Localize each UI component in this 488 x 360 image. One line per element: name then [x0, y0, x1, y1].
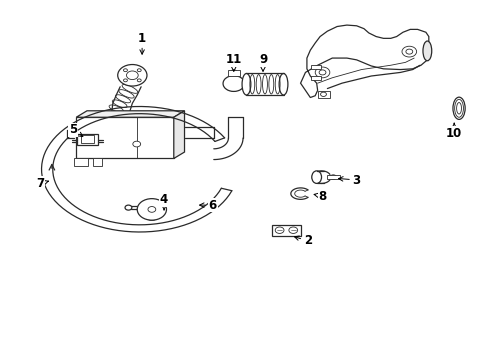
Ellipse shape: [143, 202, 160, 220]
Circle shape: [137, 79, 141, 82]
Bar: [76, 117, 173, 158]
Circle shape: [118, 64, 147, 86]
Text: 7: 7: [37, 177, 48, 190]
Circle shape: [137, 69, 141, 72]
Text: 2: 2: [294, 234, 311, 247]
Circle shape: [148, 207, 156, 212]
Circle shape: [319, 70, 325, 75]
Bar: [272, 225, 300, 235]
Ellipse shape: [242, 73, 250, 95]
Text: 8: 8: [313, 190, 326, 203]
Ellipse shape: [145, 203, 158, 217]
Bar: [310, 76, 320, 80]
Text: 10: 10: [445, 123, 461, 140]
Bar: [74, 158, 88, 166]
Polygon shape: [76, 111, 184, 117]
Ellipse shape: [456, 103, 461, 114]
Circle shape: [125, 205, 132, 210]
Polygon shape: [300, 25, 430, 98]
Text: 6: 6: [199, 199, 217, 212]
Text: 5: 5: [69, 123, 82, 136]
Circle shape: [315, 67, 329, 78]
Circle shape: [275, 227, 284, 233]
Ellipse shape: [422, 41, 431, 61]
Ellipse shape: [454, 99, 463, 117]
Ellipse shape: [144, 202, 159, 219]
Bar: [227, 70, 239, 76]
Circle shape: [123, 79, 127, 82]
Text: 9: 9: [258, 53, 266, 71]
Bar: [77, 134, 98, 145]
Polygon shape: [173, 111, 184, 158]
Circle shape: [405, 49, 412, 54]
Ellipse shape: [142, 201, 161, 220]
Circle shape: [133, 141, 141, 147]
Circle shape: [137, 199, 166, 220]
Circle shape: [401, 46, 416, 57]
Text: 3: 3: [338, 174, 360, 186]
Ellipse shape: [311, 171, 321, 183]
Circle shape: [126, 71, 138, 80]
Circle shape: [123, 69, 127, 72]
Bar: [327, 175, 339, 179]
Text: 4: 4: [160, 193, 168, 210]
Ellipse shape: [279, 73, 287, 95]
Bar: [310, 64, 320, 69]
Circle shape: [320, 92, 326, 96]
Ellipse shape: [452, 97, 464, 120]
Text: 11: 11: [225, 53, 242, 71]
Bar: [317, 91, 329, 98]
Bar: [93, 158, 102, 166]
Circle shape: [288, 227, 297, 233]
Text: 1: 1: [138, 32, 146, 54]
Bar: [81, 135, 94, 143]
